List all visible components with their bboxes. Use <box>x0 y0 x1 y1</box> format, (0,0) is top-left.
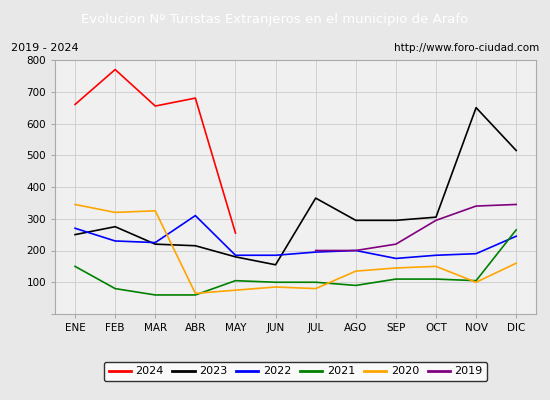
Legend: 2024, 2023, 2022, 2021, 2020, 2019: 2024, 2023, 2022, 2021, 2020, 2019 <box>104 362 487 381</box>
Text: http://www.foro-ciudad.com: http://www.foro-ciudad.com <box>394 43 539 53</box>
Text: 2019 - 2024: 2019 - 2024 <box>11 43 79 53</box>
Text: Evolucion Nº Turistas Extranjeros en el municipio de Arafo: Evolucion Nº Turistas Extranjeros en el … <box>81 12 469 26</box>
